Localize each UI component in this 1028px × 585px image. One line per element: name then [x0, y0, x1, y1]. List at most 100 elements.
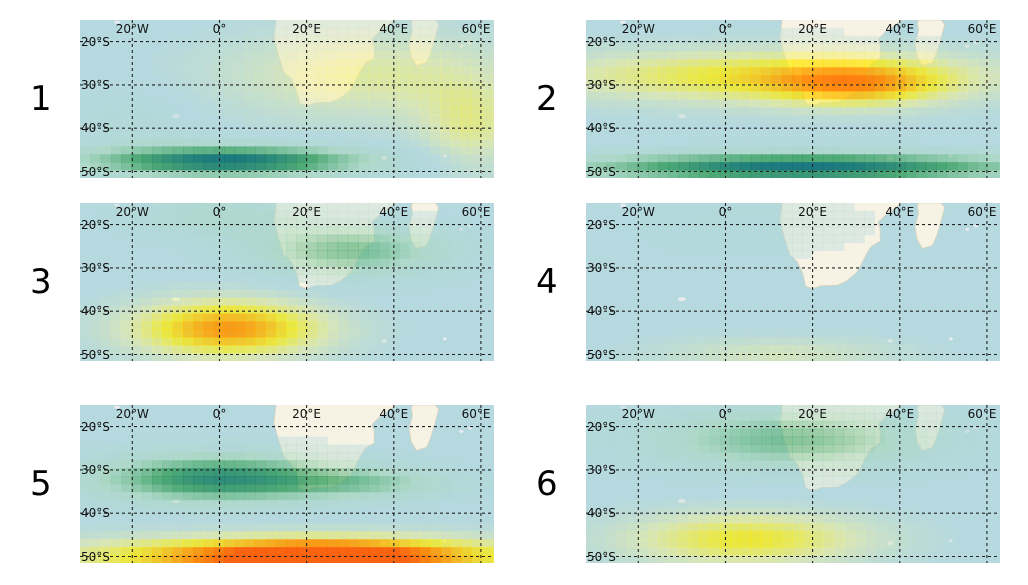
anomaly-cell [471, 43, 483, 53]
anomaly-cell [689, 146, 700, 155]
anomaly-cell [492, 130, 494, 140]
anomaly-cell [368, 43, 380, 53]
anomaly-cell [884, 531, 896, 540]
anomaly-cell [802, 218, 814, 228]
anomaly-cell [80, 547, 91, 556]
anomaly-cell [172, 539, 184, 548]
anomaly-cell [368, 476, 380, 485]
anomaly-cell [637, 234, 649, 244]
anomaly-cell [275, 226, 287, 236]
anomaly-cell [234, 83, 246, 92]
anomaly-cell [255, 59, 266, 68]
lat-tick-label: 30°S [587, 260, 616, 275]
anomaly-cell [306, 27, 318, 37]
anomaly-cell [925, 353, 937, 361]
anomaly-cell [419, 51, 431, 61]
anomaly-cell [327, 274, 339, 283]
anomaly-cell [905, 436, 917, 446]
anomaly-cell [296, 51, 308, 61]
anomaly-cell [110, 146, 122, 155]
anomaly-cell [461, 138, 472, 147]
anomaly-cell [709, 539, 721, 548]
anomaly-cell [874, 547, 886, 556]
anomaly-cell [627, 428, 639, 438]
anomaly-cell [792, 539, 803, 548]
anomaly-cell [833, 35, 845, 45]
anomaly-cell [998, 43, 1000, 53]
anomaly-cell [792, 226, 803, 236]
lat-tick-label: 20°S [587, 34, 616, 49]
anomaly-cell [162, 99, 174, 108]
anomaly-cell [781, 242, 793, 251]
anomaly-cell [668, 170, 680, 178]
anomaly-cell [419, 266, 431, 275]
anomaly-cell [286, 106, 297, 116]
anomaly-cell [121, 547, 133, 556]
anomaly-cell [327, 203, 339, 212]
anomaly-cell [90, 162, 102, 171]
anomaly-cell [121, 499, 133, 509]
anomaly-cell [110, 162, 122, 171]
anomaly-cell [131, 436, 143, 446]
anomaly-cell [586, 83, 597, 92]
anomaly-cell [884, 460, 896, 469]
anomaly-cell [709, 162, 721, 171]
anomaly-cell [306, 353, 318, 361]
anomaly-cell [440, 250, 452, 259]
anomaly-cell [275, 138, 287, 147]
anomaly-cell [296, 313, 308, 323]
anomaly-cell [327, 282, 339, 291]
anomaly-cell [275, 460, 287, 469]
anomaly-cell [141, 523, 153, 532]
anomaly-cell [781, 436, 793, 446]
anomaly-cell [874, 51, 886, 61]
anomaly-cell [141, 218, 153, 228]
anomaly-cell [337, 43, 349, 53]
anomaly-cell [244, 547, 256, 556]
anomaly-cell [812, 476, 824, 485]
anomaly-cell [699, 452, 711, 461]
anomaly-cell [286, 43, 297, 53]
anomaly-cell [956, 412, 968, 422]
anomaly-cell [699, 420, 711, 430]
anomaly-cell [378, 114, 390, 124]
anomaly-cell [162, 452, 174, 461]
anomaly-cell [440, 146, 452, 155]
anomaly-cell [172, 218, 184, 228]
anomaly-cell [750, 35, 762, 45]
anomaly-cell [183, 170, 194, 178]
anomaly-cell [895, 337, 906, 346]
anomaly-cell [234, 345, 246, 354]
anomaly-cell [812, 405, 824, 414]
anomaly-cell [419, 146, 431, 155]
anomaly-cell [378, 313, 390, 323]
anomaly-cell [296, 138, 308, 147]
anomaly-cell [193, 452, 205, 461]
anomaly-cell [853, 412, 865, 422]
anomaly-cell [709, 218, 721, 228]
anomaly-cell [596, 531, 608, 540]
anomaly-cell [152, 531, 163, 540]
anomaly-cell [368, 523, 380, 532]
anomaly-cell [296, 114, 308, 124]
anomaly-cell [833, 412, 845, 422]
anomaly-cell [637, 452, 649, 461]
anomaly-cell [833, 242, 845, 251]
anomaly-cell [141, 226, 153, 236]
island-1 [887, 339, 894, 343]
anomaly-cell [987, 170, 999, 178]
anomaly-cell [699, 67, 711, 76]
anomaly-cell [812, 27, 824, 37]
anomaly-cell [925, 345, 937, 354]
anomaly-cell [121, 523, 133, 532]
anomaly-cell [792, 329, 803, 338]
anomaly-cell [864, 210, 875, 220]
anomaly-cell [121, 99, 133, 108]
anomaly-cell [440, 67, 452, 76]
anomaly-cell [905, 51, 917, 61]
anomaly-cell [378, 106, 390, 116]
anomaly-cell [121, 507, 133, 517]
anomaly-cell [699, 250, 711, 259]
anomaly-cell [730, 476, 742, 485]
anomaly-cell [213, 460, 225, 469]
